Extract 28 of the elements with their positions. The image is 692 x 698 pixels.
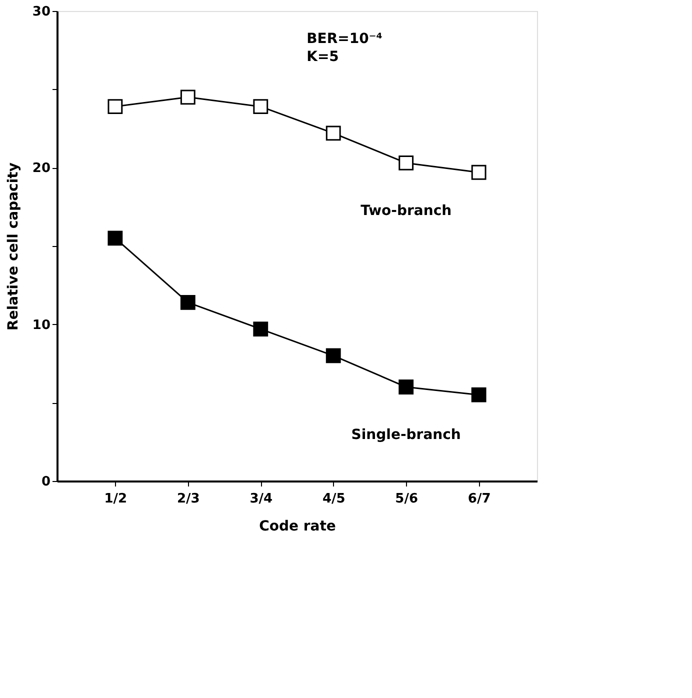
- point: [180, 90, 196, 105]
- point: [326, 126, 341, 141]
- x-tick-label: 1/2: [104, 492, 128, 506]
- point: [471, 387, 486, 402]
- point: [108, 99, 123, 114]
- point: [108, 230, 123, 246]
- y-tick-label: 20: [32, 161, 50, 176]
- x-tick-label: 5/6: [395, 492, 418, 506]
- point: [326, 348, 341, 364]
- y-tick-label: 10: [32, 318, 50, 333]
- x-axis-title: Code rate: [259, 518, 336, 534]
- point: [398, 380, 414, 394]
- x-tick-label: 3/4: [250, 492, 273, 506]
- series-label: Single-branch: [351, 427, 461, 443]
- annotation: K=5: [306, 49, 339, 65]
- point: [253, 99, 268, 114]
- annotation: BER=10⁻⁴: [306, 31, 382, 47]
- point: [471, 164, 486, 180]
- x-tick-label: 4/5: [322, 492, 346, 506]
- y-tick-label: 0: [41, 474, 50, 490]
- y-tick-label: 30: [32, 4, 50, 20]
- x-tick-label: 6/7: [468, 492, 491, 506]
- point: [253, 322, 268, 336]
- y-axis-title: Relative cell capacity: [5, 162, 22, 330]
- point: [398, 156, 414, 170]
- point: [180, 294, 196, 310]
- x-tick-label: 2/3: [176, 492, 200, 506]
- text: Two-branch: [360, 202, 452, 219]
